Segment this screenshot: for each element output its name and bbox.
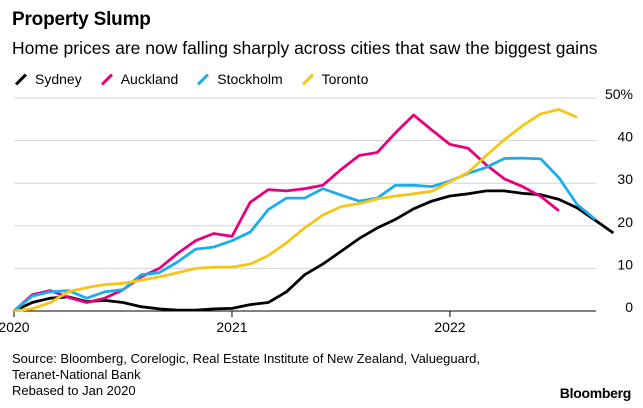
source-note: Source: Bloomberg, Corelogic, Real Estat…	[12, 351, 532, 399]
legend-label-auckland: Auckland	[120, 71, 179, 87]
y-tick-label: 30	[617, 171, 633, 187]
chart-title: Property Slump	[12, 9, 151, 30]
rebase-note: Rebased to Jan 2020	[12, 383, 136, 398]
source-line: Source: Bloomberg, Corelogic, Real Estat…	[12, 351, 481, 366]
x-tick-label: 2020	[0, 319, 30, 335]
x-tick-label: 2021	[216, 319, 247, 335]
legend-label-stockholm: Stockholm	[217, 71, 283, 87]
source-line: Teranet-National Bank	[12, 367, 141, 382]
legend-item-auckland[interactable]: Auckland	[100, 71, 179, 87]
y-tick-label: 40	[617, 129, 633, 145]
chart-subtitle: Home prices are now falling sharply acro…	[12, 38, 598, 58]
y-tick-label: 0	[625, 299, 633, 315]
bloomberg-logo: Bloomberg	[559, 385, 632, 401]
legend-item-stockholm[interactable]: Stockholm	[196, 71, 283, 87]
legend-label-sydney: Sydney	[35, 71, 82, 87]
x-tick-label: 2022	[434, 319, 465, 335]
legend: Sydney Auckland Stockholm Toronto	[14, 71, 386, 87]
series-line-sydney	[13, 189, 615, 313]
legend-label-toronto: Toronto	[321, 71, 369, 87]
y-tick-label: 10	[617, 256, 633, 272]
legend-item-toronto[interactable]: Toronto	[301, 71, 369, 87]
series-line-auckland	[13, 113, 560, 313]
y-tick-label: 50%	[605, 86, 633, 102]
legend-item-sydney[interactable]: Sydney	[14, 71, 82, 87]
series-line-stockholm	[13, 156, 597, 313]
series-line-toronto	[13, 108, 578, 313]
y-tick-label: 20	[617, 214, 633, 230]
